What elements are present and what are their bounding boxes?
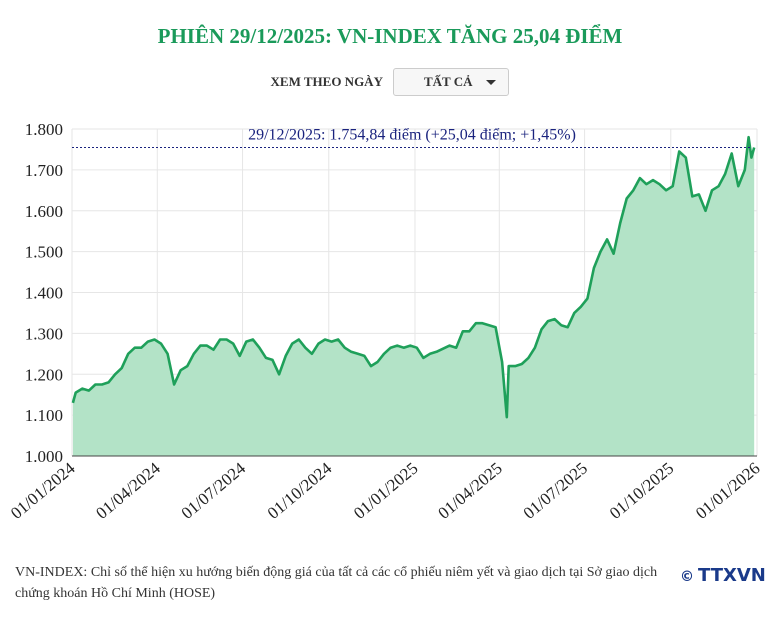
- y-tick-label: 1.800: [25, 120, 63, 139]
- y-tick-label: 1.400: [25, 284, 63, 303]
- reference-label: 29/12/2025: 1.754,84 điểm (+25,04 điểm; …: [248, 126, 576, 143]
- x-tick-label: 01/01/2026: [692, 459, 764, 523]
- dropdown-value[interactable]: TẤT CẢ: [423, 74, 473, 89]
- filter: XEM THEO NGÀY TẤT CẢ: [0, 68, 780, 96]
- y-tick-label: 1.200: [25, 365, 63, 384]
- area: [72, 137, 755, 456]
- y-tick-label: 1.700: [25, 161, 63, 180]
- x-tick-label: 01/01/2024: [7, 458, 79, 523]
- y-tick-label: 1.600: [25, 202, 63, 221]
- footnote: VN-INDEX: Chỉ số thể hiện xu hướng biến …: [15, 565, 658, 601]
- x-tick-label: 01/10/2025: [606, 459, 678, 523]
- y-tick-label: 1.300: [25, 324, 63, 343]
- filter-label: XEM THEO NGÀY: [270, 74, 383, 89]
- dropdown[interactable]: TẤT CẢ: [392, 68, 510, 96]
- y-tick-label: 1.500: [25, 243, 63, 262]
- dropdown-caret[interactable]: [486, 79, 497, 85]
- x-tick-label: 01/07/2025: [520, 459, 592, 523]
- x-tick-label: 01/04/2025: [434, 459, 506, 523]
- logo-symbol: ©: [680, 569, 694, 585]
- y-tick-label: 1.100: [25, 406, 63, 425]
- x-tick-label: 01/07/2024: [178, 458, 250, 523]
- chart: 1.000 1.100 1.200 1.300 1.400 1.500 1.600 1.700…: [7, 120, 764, 523]
- y-tick-label: 1.000: [25, 447, 63, 466]
- x-tick-label: 01/04/2024: [92, 458, 164, 523]
- chart-title: PHIÊN 29/12/2025: VN-INDEX TĂNG 25,04 ĐI…: [157, 24, 623, 48]
- logo: © TTXVN: [680, 565, 766, 586]
- x-tick-label: 01/10/2024: [264, 458, 336, 523]
- line: [71, 135, 756, 419]
- x-tick-label: 01/01/2025: [350, 459, 422, 523]
- logo-text: TTXVN: [698, 565, 766, 586]
